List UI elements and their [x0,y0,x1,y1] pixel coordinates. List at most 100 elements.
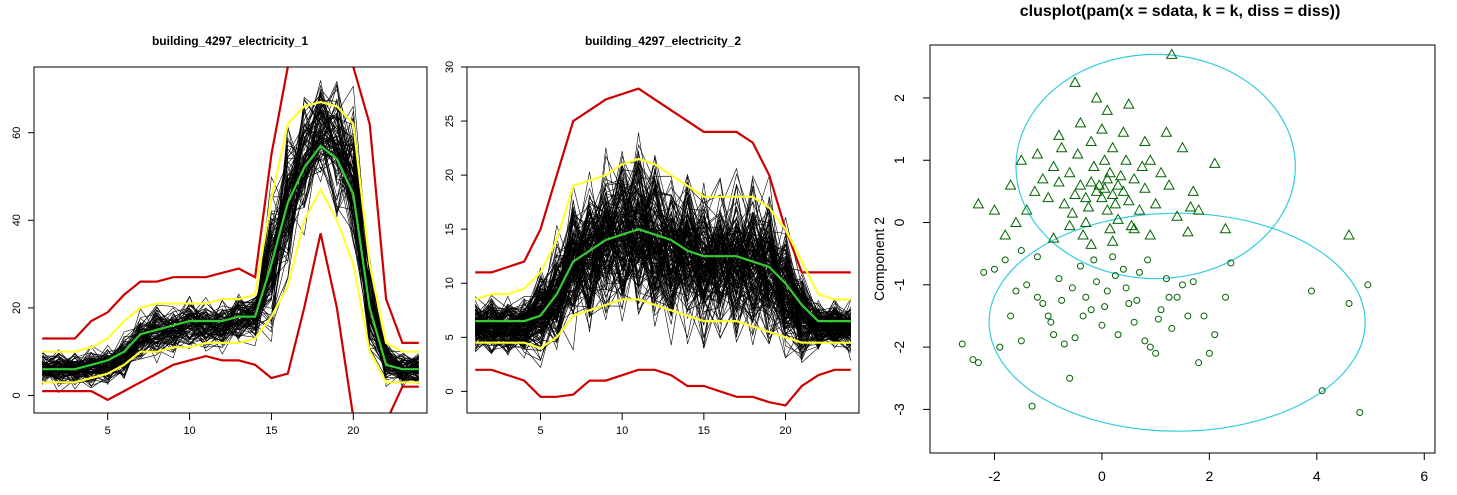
chart-2-ytick-label: 15 [444,223,456,235]
cluster-1-point [1112,179,1124,190]
chart-3-ytick-label: -3 [891,403,907,416]
chart-3-ytick-label: 0 [891,218,907,226]
chart-2-trace [474,161,852,347]
cluster-2-point [1318,387,1326,395]
cluster-1-point [1120,154,1132,165]
cluster-2-point [1044,312,1052,320]
cluster-1-point [1163,179,1175,190]
chart-2-trace [475,184,851,344]
chart-2-summary-line [475,298,851,350]
cluster-1-point [1074,116,1087,128]
cluster-2-point [1093,278,1101,286]
cluster-2-point [1017,247,1025,255]
cluster-2-point [1047,318,1055,326]
cluster-2-point [1130,318,1138,326]
chart-2-axes: 5 10 15 20 0 5 10 15 20 25 30 [444,61,792,437]
chart-1-trace [42,127,419,383]
chart-2-summary-line [475,368,851,407]
cluster-1-point [1090,185,1103,196]
chart-2-trace [474,212,851,351]
cluster-1-point [1010,216,1022,228]
cluster-2-point [1055,275,1063,283]
cluster-2-point [958,340,966,348]
cluster-1-point [1117,126,1130,137]
cluster-2-point [1227,259,1235,267]
chart-3-ylabel: Component 2 [871,217,887,301]
chart-2-trace [475,176,852,342]
chart-3-points-group [958,48,1372,432]
chart-1-axes: 5 10 15 20 0 20 40 60 [11,127,359,437]
chart-3-ytick-label: 2 [891,94,907,102]
cluster-2-point [1144,256,1152,264]
cluster-2-point [1012,287,1020,295]
cluster-2-point [1152,349,1160,357]
chart-2-trace [474,186,851,355]
chart-3-xtick-label: 4 [1313,468,1321,484]
cluster-2-point [1122,284,1130,292]
cluster-2-point [974,359,982,367]
chart-1-trace [42,138,420,375]
cluster-1-point [1144,154,1157,165]
chart-2-trace [475,214,851,352]
cluster-1-point [1042,191,1055,203]
cluster-1-point [1106,141,1119,153]
cluster-1-point [1096,123,1108,134]
chart-2-trace [475,186,851,344]
cluster-2-point [1028,402,1036,410]
cluster-2-point [969,356,977,364]
cluster-1-point [1047,232,1060,243]
cluster-1-point [1015,154,1028,165]
chart-1-summary-line [42,233,419,413]
cluster-1-point [1139,135,1151,147]
cluster-2-point [1058,296,1066,304]
cluster-2-point [1165,293,1173,301]
cluster-2-point [1205,349,1213,357]
cluster-1-point [1125,219,1138,231]
cluster-1-point [1098,182,1111,193]
cluster-1-point [1085,135,1098,147]
chart-2-ytick-label: 0 [444,388,456,394]
cluster-1-ellipse [1015,53,1296,280]
cluster-1-point [1165,48,1178,59]
chart-2-ytick-label: 30 [444,61,456,73]
cluster-2-point [1079,312,1087,320]
chart-1-trace [42,107,419,377]
chart-1-ytick-label: 20 [11,302,23,314]
chart-2-trace [474,175,851,349]
chart-1-xtick-label: 15 [265,425,277,437]
cluster-2-point [1090,256,1098,264]
cluster-1-point [1047,160,1060,171]
chart-2-summary-line [475,228,851,323]
cluster-2-point [1356,409,1364,417]
cluster-2-point [1111,271,1119,279]
chart-2-trace [475,150,851,346]
cluster-2-point [1007,312,1015,320]
cluster-1-point [1133,204,1146,215]
cluster-1-point [1176,141,1189,153]
chart-1-trace [41,88,419,380]
chart-3-ytick-label: 1 [891,156,907,164]
cluster-1-point [1020,204,1033,215]
cluster-1-point [1149,197,1162,209]
cluster-1-point [1160,126,1173,137]
cluster-2-point [1098,321,1106,329]
chart-1-trace [42,153,420,382]
cluster-2-point [1114,331,1122,339]
chart-1-title: building_4297_electricity_1 [152,34,308,48]
chart-1-trace [41,125,419,385]
cluster-2-point [1076,262,1084,270]
chart-2-trace [474,185,851,346]
cluster-2-point [1068,284,1076,292]
cluster-1-point [1031,147,1044,159]
cluster-1-point [999,228,1012,240]
chart-2-ytick-label: 5 [444,334,456,340]
cluster-1-point [1184,200,1197,212]
cluster-2-point [1136,268,1144,276]
cluster-1-point [1208,157,1221,168]
cluster-1-point [1128,172,1140,184]
cluster-2-point [980,268,988,276]
chart-2-trace [475,155,852,348]
cluster-1-point [1101,172,1114,184]
cluster-2-point [1173,293,1181,301]
